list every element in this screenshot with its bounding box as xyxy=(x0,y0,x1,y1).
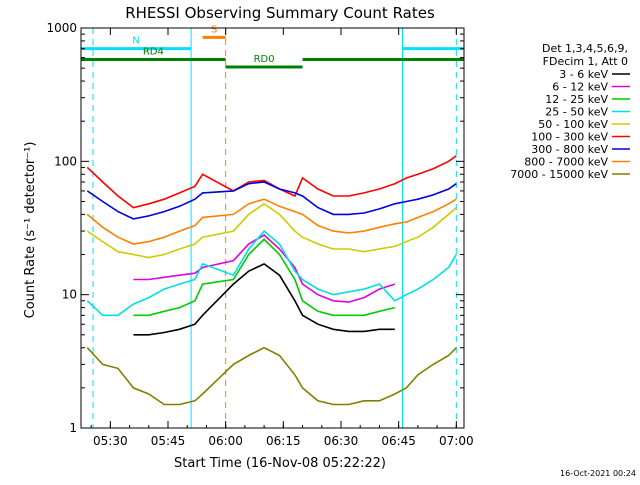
x-tick-label: 07:00 xyxy=(439,434,474,448)
x-tick-label: 05:45 xyxy=(151,434,186,448)
legend-label: 25 - 50 keV xyxy=(545,106,608,119)
x-tick-label: 06:00 xyxy=(208,434,243,448)
annotation-label: RD4 xyxy=(143,47,164,58)
x-axis-label: Start Time (16-Nov-08 05:22:22) xyxy=(174,456,386,471)
series-line xyxy=(86,202,457,259)
y-tick-label: 10 xyxy=(62,288,77,302)
legend-label: 12 - 25 keV xyxy=(545,93,608,106)
annotation-label: S xyxy=(211,24,217,35)
legend-header: FDecim 1, Att 0 xyxy=(543,55,628,68)
annotation-label: N xyxy=(132,36,139,47)
plot-frame xyxy=(80,27,465,429)
plot-area: N S RD4 RD0 xyxy=(81,24,464,428)
series-line xyxy=(133,238,395,317)
y-tick-label: 1000 xyxy=(46,21,77,35)
legend-label: 6 - 12 keV xyxy=(552,81,608,94)
y-axis-label: Count Rate (s⁻¹ detector⁻¹) xyxy=(23,142,38,319)
footer-timestamp: 16-Oct-2021 00:24 xyxy=(560,469,636,478)
x-tick-label: 06:30 xyxy=(324,434,359,448)
axes: 05:30 05:45 06:00 06:15 06:30 06:45 07:00 1 10 10… xyxy=(46,21,473,448)
series-line xyxy=(86,198,457,245)
legend-label: 50 - 100 keV xyxy=(538,118,608,131)
legend: Det 1,3,4,5,6,9,FDecim 1, Att 03 - 6 keV… xyxy=(510,42,630,181)
y-tick-label: 1 xyxy=(69,421,77,435)
series-line xyxy=(133,262,395,336)
legend-label: 300 - 800 keV xyxy=(531,143,608,156)
x-tick-label: 06:15 xyxy=(266,434,301,448)
series-line xyxy=(86,346,457,406)
series-line xyxy=(86,155,457,209)
y-tick-label: 100 xyxy=(54,154,77,168)
x-tick-label: 06:45 xyxy=(381,434,416,448)
legend-label: 7000 - 15000 keV xyxy=(510,168,608,181)
annotation-label: RD0 xyxy=(254,54,275,65)
legend-label: 3 - 6 keV xyxy=(559,68,608,81)
legend-header: Det 1,3,4,5,6,9, xyxy=(542,42,628,55)
legend-label: 100 - 300 keV xyxy=(531,131,608,144)
series-line xyxy=(133,234,396,303)
chart-title: RHESSI Observing Summary Count Rates xyxy=(125,4,435,22)
x-tick-label: 05:30 xyxy=(93,434,128,448)
series-line xyxy=(86,181,457,220)
series-line xyxy=(86,229,457,317)
legend-label: 800 - 7000 keV xyxy=(524,156,608,169)
